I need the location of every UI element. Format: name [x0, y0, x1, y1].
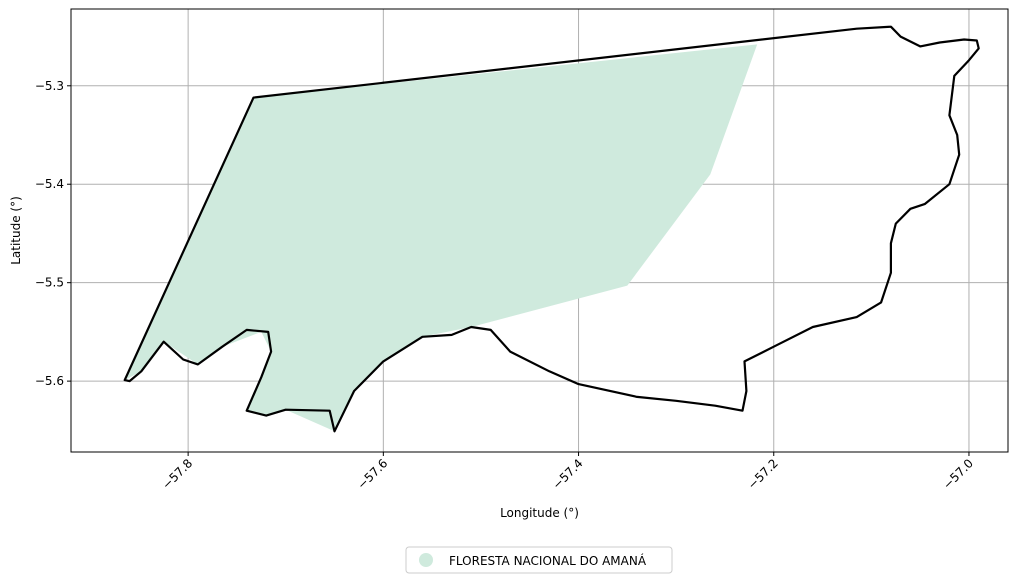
y-tick-label: −5.4	[35, 177, 64, 191]
legend-box	[405, 546, 673, 574]
y-tick-label: −5.6	[35, 374, 64, 388]
plot-frame	[70, 8, 1009, 453]
x-tick-label: −57.8	[159, 456, 195, 492]
x-axis-ticks: −57.8 −57.6 −57.4 −57.2 −57.0	[159, 452, 976, 492]
x-tick-label: −57.4	[550, 456, 586, 492]
y-axis-label: Latitude (°)	[9, 196, 23, 265]
protected-area-fill	[124, 44, 758, 432]
y-tick-label: −5.5	[35, 276, 64, 290]
x-tick-label: −57.0	[940, 456, 976, 492]
x-tick-label: −57.2	[745, 456, 781, 492]
map-data-layer	[123, 25, 980, 433]
y-tick-label: −5.3	[35, 79, 64, 93]
legend-label: FLORESTA NACIONAL DO AMANÁ	[449, 553, 647, 568]
legend: FLORESTA NACIONAL DO AMANÁ	[405, 546, 673, 574]
protected-area-boundary	[123, 25, 980, 433]
y-axis-ticks: −5.3 −5.4 −5.5 −5.6	[35, 79, 71, 388]
x-axis-label: Longitude (°)	[500, 506, 579, 520]
x-tick-label: −57.6	[355, 456, 391, 492]
legend-marker	[419, 553, 433, 567]
